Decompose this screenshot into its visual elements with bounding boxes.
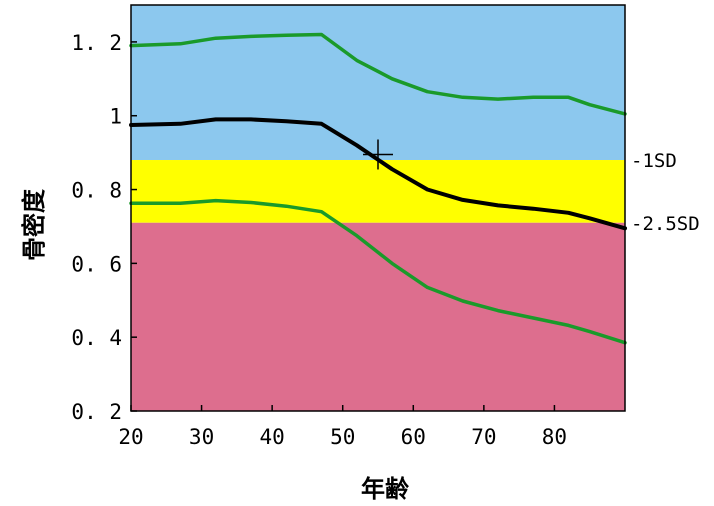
x-tick-label: 50 [330, 425, 355, 449]
current-value-marker [363, 139, 393, 170]
x-tick-label: 20 [118, 425, 143, 449]
y-tick-label: 1. 2 [71, 31, 122, 55]
x-axis-ticks: 20 30 40 50 60 70 80 [118, 405, 567, 449]
y-tick-label: 0. 8 [71, 179, 122, 203]
x-tick-label: 30 [189, 425, 214, 449]
threshold-label: -1SD [631, 150, 677, 172]
y-axis-title: 骨密度 [20, 188, 48, 261]
x-tick-label: 80 [542, 425, 567, 449]
threshold-labels: -1SD -2.5SD [631, 150, 700, 235]
y-tick-label: 0. 4 [71, 326, 122, 350]
series-line-0 [129, 32, 627, 116]
series-line-1 [129, 117, 627, 231]
y-axis-ticks: 0. 2 0. 4 0. 6 0. 8 1 1. 2 [71, 31, 137, 424]
plot-frame [130, 4, 626, 412]
series-line-2 [129, 198, 627, 345]
series-lines [129, 32, 627, 345]
y-tick-label: 1 [109, 105, 122, 129]
y-tick-label: 0. 2 [71, 400, 122, 424]
x-tick-label: 60 [401, 425, 426, 449]
y-tick-label: 0. 6 [71, 252, 122, 276]
zone-band-0 [131, 5, 625, 161]
x-tick-label: 70 [471, 425, 496, 449]
x-tick-label: 40 [259, 425, 284, 449]
threshold-label: -2.5SD [631, 213, 700, 235]
zone-band-1 [131, 160, 625, 223]
zone-bands [131, 5, 625, 411]
x-axis-title: 年齢 [361, 475, 410, 503]
